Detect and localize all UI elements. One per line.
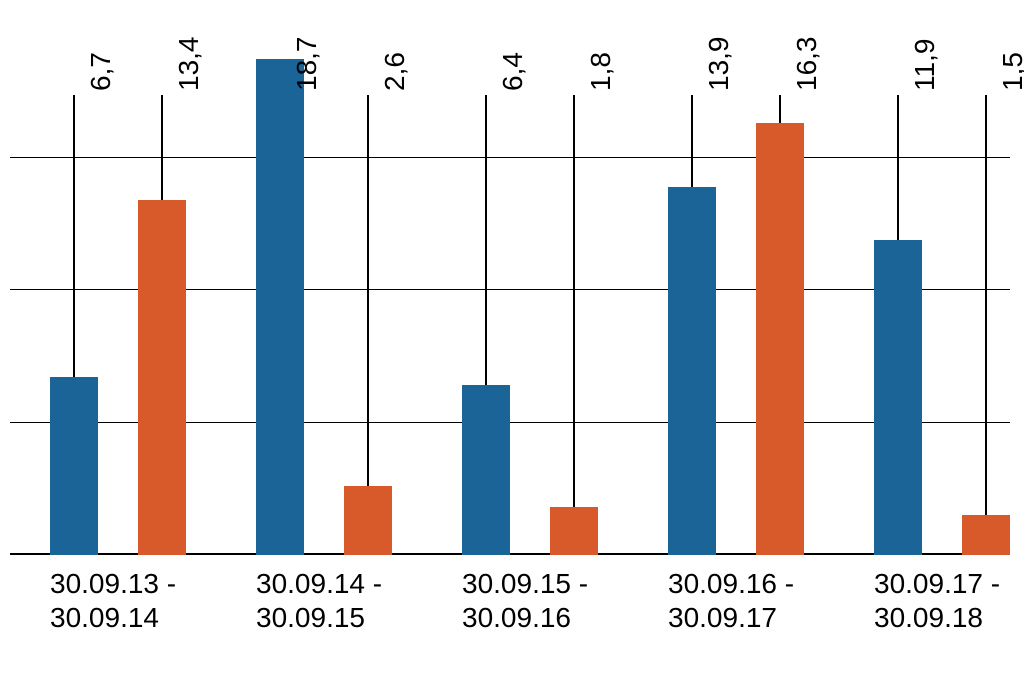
chart-value-leader <box>73 95 75 377</box>
chart-x-axis-labels: 30.09.13 - 30.09.14 30.09.14 - 30.09.15 30… <box>10 567 1010 641</box>
chart-value-label: 16,3 <box>791 37 823 92</box>
chart-x-label: 30.09.13 - 30.09.14 <box>50 567 176 635</box>
chart-value-label: 11,9 <box>909 39 941 91</box>
chart-gridline <box>10 157 1010 158</box>
chart-value-label: 2,6 <box>379 52 411 91</box>
chart-value-label: 1,8 <box>585 52 617 91</box>
chart-bar <box>50 377 98 555</box>
chart-x-label: 30.09.14 - 30.09.15 <box>256 567 382 635</box>
chart-value-leader <box>691 95 693 187</box>
chart-value-leader <box>573 95 575 507</box>
chart-value-label: 13,4 <box>173 37 205 92</box>
chart-value-label: 13,9 <box>703 37 735 92</box>
chart-value-label: 6,7 <box>85 52 117 91</box>
chart-value-label: 6,4 <box>497 52 529 91</box>
chart-x-label: 30.09.17 - 30.09.18 <box>874 567 1000 635</box>
chart-value-label: 1,5 <box>997 52 1024 91</box>
chart-bar <box>462 385 510 555</box>
chart-bar <box>668 187 716 555</box>
chart-bar <box>344 486 392 555</box>
chart-bar <box>756 123 804 555</box>
chart-bar <box>256 59 304 555</box>
chart-x-label: 30.09.16 - 30.09.17 <box>668 567 794 635</box>
chart-value-leader <box>161 95 163 200</box>
chart-x-label: 30.09.15 - 30.09.16 <box>462 567 588 635</box>
chart-bar <box>550 507 598 555</box>
chart-value-leader <box>779 95 781 123</box>
chart-value-label: 18,7 <box>291 37 323 92</box>
chart-value-leader <box>367 95 369 486</box>
chart-value-leader <box>985 95 987 515</box>
chart-plot-area: 6,713,418,72,66,41,813,916,311,91,5 <box>10 25 1010 555</box>
chart-value-leader <box>485 95 487 385</box>
chart-value-leader <box>897 95 899 240</box>
chart-bar <box>874 240 922 555</box>
bar-chart: 6,7 13,4 18,7 2,6 6,4 1,8 13,9 16,3 11,9 1,5 30.0… <box>0 0 1024 683</box>
chart-bar <box>962 515 1010 555</box>
chart-bar <box>138 200 186 555</box>
